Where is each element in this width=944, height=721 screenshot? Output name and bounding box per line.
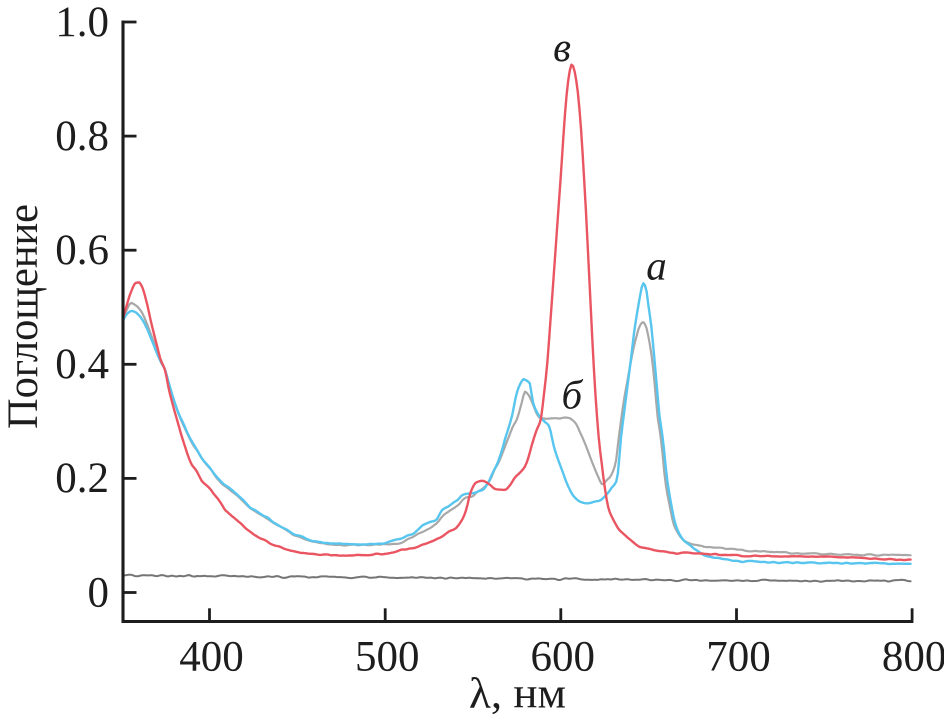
svg-text:λ, нм: λ, нм [469,671,566,718]
svg-text:0.4: 0.4 [55,341,109,388]
svg-text:Поглощение: Поглощение [0,204,47,429]
svg-text:400: 400 [179,634,244,681]
svg-text:600: 600 [531,634,596,681]
svg-text:0.8: 0.8 [55,113,109,160]
svg-text:1.0: 1.0 [55,0,109,46]
svg-text:700: 700 [706,634,771,681]
svg-text:800: 800 [882,634,944,681]
svg-text:500: 500 [355,634,420,681]
svg-text:в: в [553,24,571,70]
svg-text:0: 0 [88,569,110,616]
svg-text:0.2: 0.2 [55,455,109,502]
svg-text:а: а [646,243,667,289]
svg-text:б: б [561,372,583,418]
svg-text:0.6: 0.6 [55,227,109,274]
